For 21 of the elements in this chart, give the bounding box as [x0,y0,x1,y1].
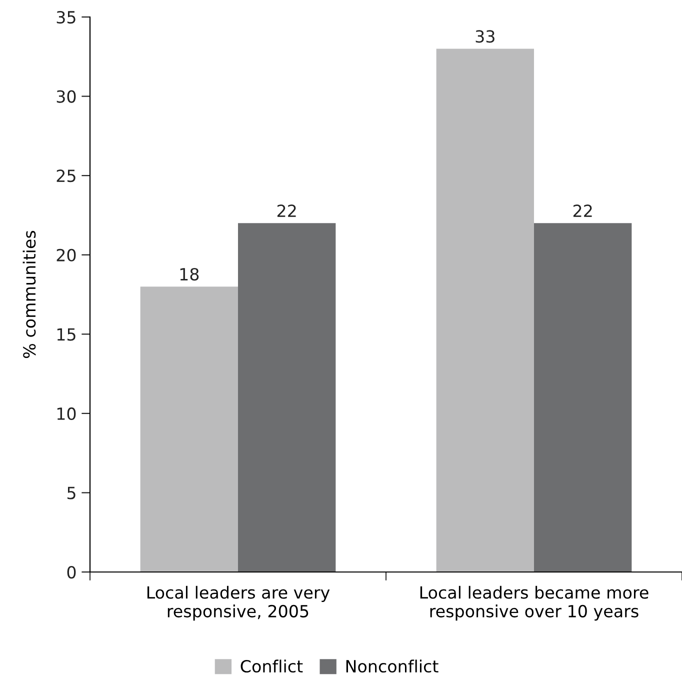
y-tick-label: 15 [57,328,76,341]
bar [534,223,632,572]
x-tick-label: Local leaders are very responsive, 2005 [147,586,330,621]
data-label: 18 [180,268,199,281]
y-tick-label: 20 [56,248,76,262]
bar [436,48,534,572]
bar [238,223,336,572]
y-tick-label: 30 [56,90,76,103]
y-tick-label: 10 [57,407,76,420]
y-tick-label: 5 [67,486,76,500]
y-tick-label: 25 [56,170,76,182]
legend-label: Nonconflict [346,660,438,673]
y-tick-label: 35 [56,10,76,24]
data-label: 22 [573,204,592,217]
y-tick-label: 0 [67,566,76,579]
data-label: 22 [277,204,296,217]
y-axis-title: % communities [22,230,36,358]
bar [140,286,238,572]
x-tick-label: Local leaders became more responsive over 10 years [420,586,648,621]
legend-label: Conflict [240,660,303,673]
data-label: 33 [476,30,494,43]
